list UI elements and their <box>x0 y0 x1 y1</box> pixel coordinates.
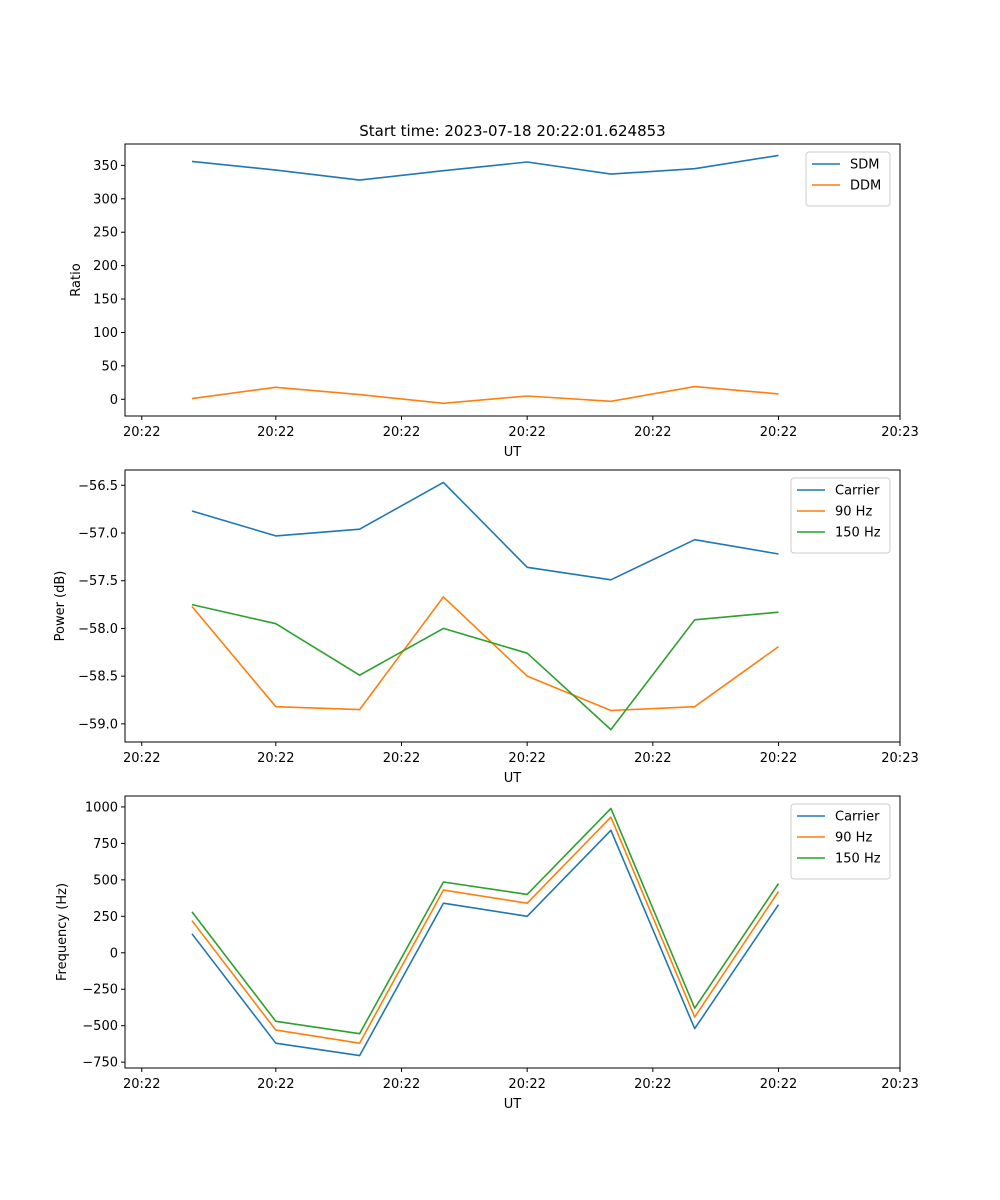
frequency-y-tick-label: 750 <box>93 837 118 852</box>
ratio-legend-box <box>805 151 891 207</box>
frequency-y-tick-label: 0 <box>110 946 118 961</box>
ratio-x-tick-label: 20:23 <box>881 425 918 440</box>
frequency-axes-frame <box>124 795 901 1069</box>
frequency-y-tick-label: −500 <box>82 1019 118 1034</box>
frequency-legend-label-150-hz: 150 Hz <box>835 852 881 867</box>
ratio-x-tick-label: 20:22 <box>383 425 420 440</box>
power-y-tick-label: −58.0 <box>78 622 118 637</box>
ratio-series-ddm <box>191 385 779 405</box>
power-series-carrier <box>191 481 779 581</box>
power-x-tick-label: 20:22 <box>123 751 160 766</box>
power-x-tick-label: 20:22 <box>383 751 420 766</box>
frequency-x-tick-label: 20:22 <box>760 1077 797 1092</box>
frequency-x-tick-label: 20:22 <box>634 1077 671 1092</box>
ratio-x-tick-label: 20:22 <box>257 425 294 440</box>
power-series-150-hz <box>191 603 779 731</box>
ratio-y-tick-label: 150 <box>93 293 118 308</box>
frequency-legend-box <box>790 803 891 880</box>
ratio-x-tick-label: 20:22 <box>123 425 160 440</box>
power-y-axis-label: Power (dB) <box>53 571 68 642</box>
power-legend-label-carrier: Carrier <box>835 484 880 499</box>
power-x-tick-label: 20:22 <box>634 751 671 766</box>
frequency-legend-label-carrier: Carrier <box>835 810 880 825</box>
ratio-y-tick-label: 100 <box>93 326 118 341</box>
ratio-y-ticks: 0 50 100 150 200 250 300 350 <box>93 159 125 408</box>
power-x-tick-label: 20:22 <box>257 751 294 766</box>
frequency-series-carrier <box>191 829 780 1057</box>
ratio-lines <box>191 154 779 405</box>
frequency-y-ticks: −750 −500 −250 0 250 500 750 1000 <box>82 800 125 1071</box>
frequency-x-tick-label: 20:22 <box>508 1077 545 1092</box>
ratio-y-tick-label: 250 <box>93 226 118 241</box>
frequency-y-tick-label: −750 <box>82 1056 118 1071</box>
frequency-x-tick-label: 20:22 <box>383 1077 420 1092</box>
power-y-tick-label: −57.0 <box>78 526 118 541</box>
power-series-90-hz <box>191 596 779 712</box>
panel-ratio: 20:22 20:22 20:22 20:22 20:22 20:22 20:23 0 50 1… <box>69 143 919 460</box>
power-legend-label-150-hz: 150 Hz <box>835 526 881 541</box>
frequency-series-90-hz <box>191 816 780 1044</box>
power-legend-label-90-hz: 90 Hz <box>835 505 872 520</box>
figure-title: Start time: 2023-07-18 20:22:01.624853 <box>359 122 665 140</box>
power-lines <box>191 481 779 731</box>
ratio-x-axis-label: UT <box>504 445 522 460</box>
panel-frequency: 20:22 20:22 20:22 20:22 20:22 20:22 20:23 −750… <box>55 795 919 1112</box>
ratio-y-tick-label: 0 <box>110 393 118 408</box>
ratio-y-tick-label: 300 <box>93 192 118 207</box>
frequency-x-ticks: 20:22 20:22 20:22 20:22 20:22 20:22 20:23 <box>123 1068 919 1092</box>
power-x-tick-label: 20:22 <box>508 751 545 766</box>
ratio-y-tick-label: 200 <box>93 259 118 274</box>
frequency-y-axis-label: Frequency (Hz) <box>55 883 70 981</box>
ratio-x-tick-label: 20:22 <box>760 425 797 440</box>
power-axes-frame <box>124 469 901 743</box>
power-y-ticks: −59.0 −58.5 −58.0 −57.5 −57.0 −56.5 <box>78 479 125 732</box>
ratio-legend: SDM DDM <box>805 151 891 207</box>
frequency-x-axis-label: UT <box>504 1097 522 1112</box>
ratio-y-tick-label: 50 <box>101 359 118 374</box>
power-x-axis-label: UT <box>504 771 522 786</box>
frequency-legend-label-90-hz: 90 Hz <box>835 831 872 846</box>
frequency-y-tick-label: 250 <box>93 910 118 925</box>
ratio-x-tick-label: 20:22 <box>508 425 545 440</box>
ratio-x-ticks: 20:22 20:22 20:22 20:22 20:22 20:22 20:23 <box>123 416 919 440</box>
ratio-series-sdm <box>191 154 779 181</box>
frequency-y-tick-label: −250 <box>82 983 118 998</box>
frequency-legend: Carrier 90 Hz 150 Hz <box>790 803 891 880</box>
power-y-tick-label: −58.5 <box>78 670 118 685</box>
ratio-x-tick-label: 20:22 <box>634 425 671 440</box>
power-legend-box <box>790 477 891 554</box>
ratio-legend-label-sdm: SDM <box>850 158 879 173</box>
power-x-ticks: 20:22 20:22 20:22 20:22 20:22 20:22 20:23 <box>123 742 919 766</box>
ratio-axes-frame <box>124 143 901 417</box>
frequency-lines <box>191 807 780 1057</box>
frequency-series-150-hz <box>191 807 780 1035</box>
power-y-tick-label: −57.5 <box>78 574 118 589</box>
ratio-y-axis-label: Ratio <box>69 263 84 296</box>
ratio-legend-label-ddm: DDM <box>850 179 881 194</box>
frequency-x-tick-label: 20:22 <box>257 1077 294 1092</box>
ratio-y-tick-label: 350 <box>93 159 118 174</box>
frequency-y-tick-label: 500 <box>93 873 118 888</box>
power-x-tick-label: 20:22 <box>760 751 797 766</box>
frequency-x-tick-label: 20:23 <box>881 1077 918 1092</box>
power-y-tick-label: −59.0 <box>78 717 118 732</box>
panel-power: 20:22 20:22 20:22 20:22 20:22 20:22 20:23 −59.… <box>53 469 919 786</box>
power-legend: Carrier 90 Hz 150 Hz <box>790 477 891 554</box>
frequency-x-tick-label: 20:22 <box>123 1077 160 1092</box>
power-y-tick-label: −56.5 <box>78 479 118 494</box>
power-x-tick-label: 20:23 <box>881 751 918 766</box>
frequency-y-tick-label: 1000 <box>85 800 118 815</box>
